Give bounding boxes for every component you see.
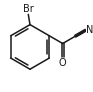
Text: O: O [59, 58, 66, 68]
Text: Br: Br [23, 4, 34, 14]
Text: N: N [86, 25, 93, 35]
